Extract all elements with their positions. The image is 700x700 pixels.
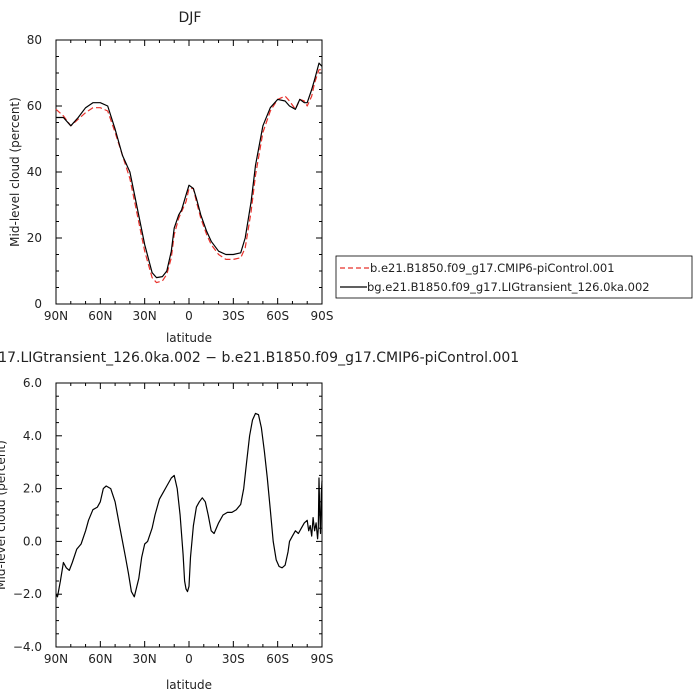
y-tick-label: 2.0 (23, 482, 42, 496)
legend-label-lig: bg.e21.B1850.f09_g17.LIGtransient_126.0k… (367, 280, 650, 294)
y-tick-label: −2.0 (13, 587, 42, 601)
x-tick-label: 30N (133, 652, 157, 666)
y-tick-label: 60 (27, 99, 42, 113)
legend-box (335, 255, 693, 299)
x-tick-label: 0 (185, 652, 193, 666)
x-tick-label: 90S (311, 652, 334, 666)
axis-ticks: 90N 60N 30N 0 30S 60S 90S −4.0 −2.0 0.0 2.0 4.0 6.0 (13, 376, 334, 666)
x-tick-label: 90N (44, 309, 68, 323)
axis-ticks: 90N 60N 30N 0 30S 60S 90S 0 20 40 60 80 (27, 33, 334, 323)
series-group (55, 62, 323, 284)
y-tick-label: 4.0 (23, 429, 42, 443)
panel-cloud-djf: DJF 90N 60N 30N 0 30S 60S 90S 0 20 40 60 80 latitud… (8, 10, 333, 345)
x-tick-label: 0 (185, 309, 193, 323)
series-line-0 (55, 412, 323, 598)
y-axis-label: Mid-level cloud (percent) (0, 440, 8, 590)
chart-title: bg.e21.B1850.f09_g17.LIGtransient_126.0k… (0, 350, 519, 366)
x-axis-label: latitude (166, 678, 212, 692)
y-tick-label: 20 (27, 231, 42, 245)
y-tick-label: 0.0 (23, 534, 42, 548)
chart-title: DJF (179, 10, 202, 26)
x-tick-label: 30S (222, 309, 245, 323)
x-tick-label: 60S (266, 309, 289, 323)
y-tick-label: 80 (27, 33, 42, 47)
y-axis-label: Mid-level cloud (percent) (8, 97, 22, 247)
plot-frame (55, 39, 323, 305)
series-line-control (55, 69, 322, 284)
y-tick-label: −4.0 (13, 640, 42, 654)
x-tick-label: 30N (133, 309, 157, 323)
x-tick-label: 60N (88, 309, 112, 323)
y-tick-label: 40 (27, 165, 42, 179)
plot-frame (55, 382, 323, 648)
y-tick-label: 6.0 (23, 376, 42, 390)
x-tick-label: 60S (266, 652, 289, 666)
y-tick-label: 0 (34, 297, 42, 311)
legend-label-control: b.e21.B1850.f09_g17.CMIP6-piControl.001 (370, 261, 615, 275)
legend: b.e21.B1850.f09_g17.CMIP6-piControl.001 … (335, 255, 693, 299)
panel-cloud-difference: bg.e21.B1850.f09_g17.LIGtransient_126.0k… (0, 350, 519, 692)
x-axis-label: latitude (166, 331, 212, 345)
series-line-1 (56, 62, 323, 279)
x-tick-label: 30S (222, 652, 245, 666)
x-tick-label: 90N (44, 652, 68, 666)
series-group (55, 412, 323, 598)
x-tick-label: 60N (88, 652, 112, 666)
x-tick-label: 90S (311, 309, 334, 323)
